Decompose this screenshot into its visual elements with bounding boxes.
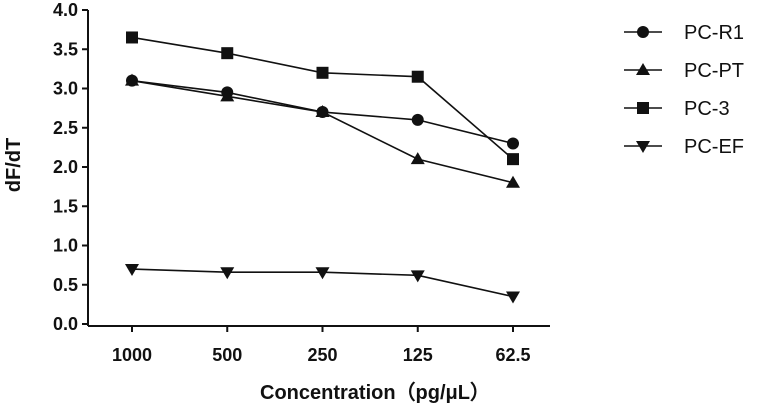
legend-item-pc-ef: PC-EF [624, 136, 744, 158]
legend-item-pc-pt: PC-PT [624, 60, 744, 82]
legend-label: PC-R1 [684, 22, 744, 44]
axes [87, 10, 550, 327]
data-point-pc-r1 [507, 137, 519, 150]
data-point-pc-pt [410, 152, 425, 165]
series-pc-ef [125, 264, 520, 304]
legend-marker-pc-pt [636, 63, 650, 75]
data-point-pc-ef [506, 291, 520, 304]
legend-marker-pc-r1 [637, 26, 649, 38]
data-point-pc-3 [316, 66, 329, 79]
x-tick-label: 500 [212, 345, 242, 365]
y-tick-label: 2.0 [53, 157, 78, 177]
legend-marker-pc-3 [637, 102, 649, 114]
ticks: 0.0 0.5 1.0 1.5 2.0 2.5 3.0 3.5 4.0 1000 500 250 125… [53, 0, 531, 365]
y-tick-label: 4.0 [53, 0, 78, 20]
x-tick-label: 250 [307, 345, 337, 365]
y-tick-label: 1.5 [53, 196, 78, 216]
y-tick-label: 3.0 [53, 79, 78, 99]
y-tick-label: 0.0 [53, 314, 78, 334]
data-point-pc-3 [126, 31, 138, 44]
legend: PC-R1 PC-PT PC-3 PC-EF [624, 22, 744, 158]
legend-marker-pc-ef [636, 141, 650, 153]
legend-label: PC-EF [684, 136, 744, 158]
legend-item-pc-r1: PC-R1 [624, 22, 744, 44]
data-point-pc-3 [221, 47, 234, 60]
data-point-pc-pt [125, 73, 139, 86]
series-pc-3 [126, 31, 519, 166]
y-axis-label: dF/dT [3, 138, 25, 192]
data-point-pc-ef [220, 267, 235, 280]
data-point-pc-pt [315, 105, 330, 118]
series-line-pc-3 [131, 36, 514, 160]
data-point-pc-r1 [411, 113, 424, 126]
series [125, 31, 520, 304]
x-tick-label: 125 [403, 345, 433, 365]
data-point-pc-ef [410, 270, 425, 283]
data-point-pc-ef [315, 267, 330, 280]
legend-label: PC-PT [684, 60, 744, 82]
series-line-pc-pt [131, 79, 514, 184]
x-tick-label: 62.5 [495, 345, 530, 365]
data-point-pc-pt [506, 175, 520, 188]
y-tick-label: 1.0 [53, 236, 78, 256]
y-tick-label: 2.5 [53, 118, 78, 138]
x-axis-label: Concentration（pg/μL） [260, 381, 490, 404]
data-point-pc-3 [507, 153, 519, 166]
data-point-pc-pt [220, 89, 235, 102]
legend-item-pc-3: PC-3 [624, 98, 730, 120]
y-tick-label: 0.5 [53, 275, 78, 295]
data-point-pc-ef [125, 264, 139, 277]
data-point-pc-3 [411, 70, 424, 83]
series-pc-pt [125, 73, 520, 188]
legend-label: PC-3 [684, 98, 730, 120]
y-tick-label: 3.5 [53, 39, 78, 59]
x-tick-label: 1000 [112, 345, 152, 365]
